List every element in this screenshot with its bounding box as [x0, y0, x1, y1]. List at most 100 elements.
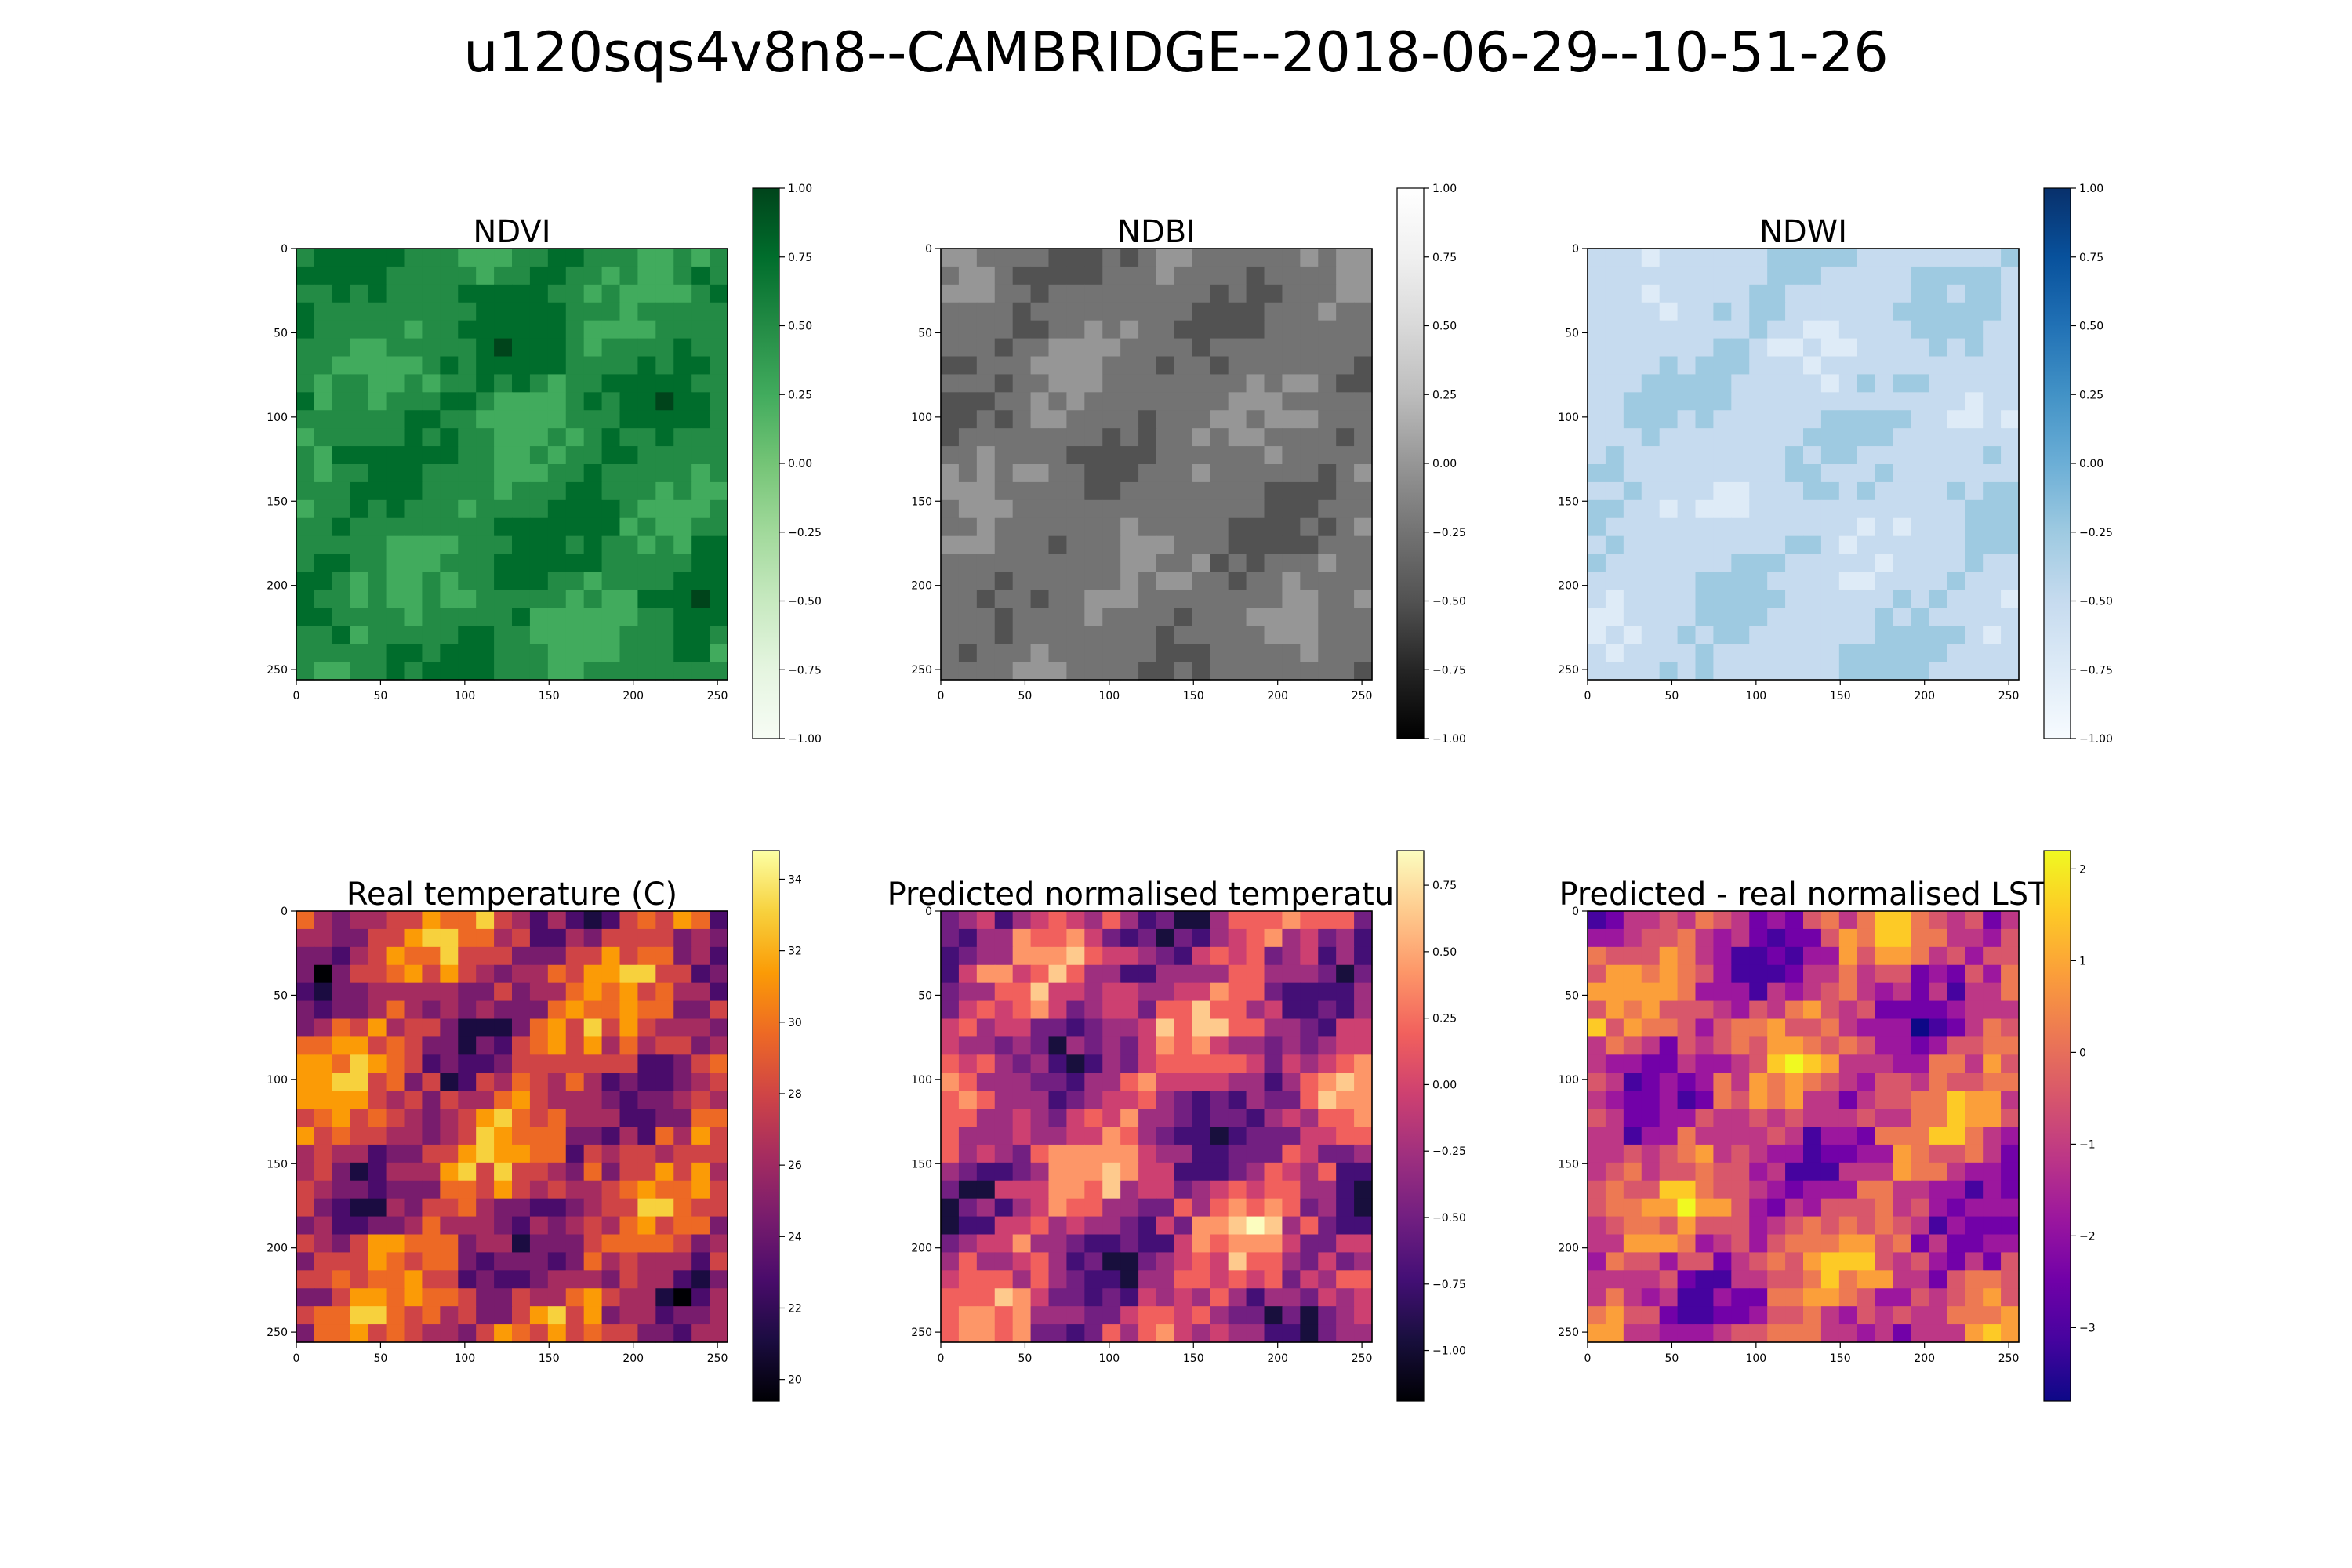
- heatmap-cell: [547, 1288, 567, 1307]
- heatmap-cell: [1156, 499, 1175, 519]
- heatmap-cell: [673, 1270, 692, 1289]
- heatmap-cell: [1623, 644, 1642, 662]
- heatmap-cell: [565, 535, 585, 555]
- heatmap-cell: [529, 1288, 549, 1307]
- heatmap-cell: [1120, 1000, 1139, 1020]
- heatmap-cell: [1731, 1198, 1750, 1218]
- heatmap-cell: [1929, 284, 1947, 303]
- heatmap-cell: [710, 428, 728, 447]
- heatmap-cell: [1983, 1306, 2002, 1325]
- heatmap-cell: [1731, 1127, 1750, 1145]
- heatmap-cell: [1641, 608, 1661, 626]
- heatmap-cell: [1066, 1036, 1085, 1055]
- heatmap-cell: [1659, 1091, 1679, 1109]
- heatmap-cell: [440, 249, 459, 267]
- heatmap-cell: [458, 481, 477, 501]
- heatmap-cell: [332, 1306, 351, 1325]
- heatmap-cell: [1120, 517, 1139, 537]
- heatmap-cell: [296, 946, 315, 966]
- heatmap-cell: [1659, 1180, 1679, 1200]
- heatmap-cell: [529, 1144, 549, 1163]
- heatmap-cell: [1929, 1018, 1947, 1038]
- heatmap-cell: [1623, 517, 1642, 537]
- heatmap-cell: [1820, 1234, 1840, 1254]
- heatmap-cell: [941, 1036, 960, 1055]
- heatmap-cell: [1838, 320, 1858, 339]
- heatmap-cell: [1875, 374, 1894, 393]
- heatmap-cell: [1084, 1036, 1103, 1055]
- heatmap-cell: [1336, 320, 1355, 339]
- heatmap-cell: [619, 590, 639, 608]
- heatmap-cell: [512, 1252, 531, 1271]
- y-tick-label: 50: [918, 327, 932, 339]
- heatmap-cell: [655, 928, 674, 948]
- heatmap-cell: [2001, 608, 2020, 626]
- heatmap-cell: [1695, 1324, 1715, 1343]
- heatmap-cell: [1120, 446, 1139, 465]
- heatmap-cell: [1588, 982, 1606, 1002]
- heatmap-cell: [1641, 964, 1661, 984]
- heatmap-cell: [1749, 608, 1768, 626]
- heatmap-cell: [691, 338, 710, 358]
- heatmap-cell: [1875, 1054, 1894, 1073]
- heatmap-cell: [1282, 284, 1301, 303]
- heatmap-cell: [1282, 1018, 1301, 1038]
- heatmap-cell: [941, 266, 960, 285]
- heatmap-cell: [1246, 1180, 1265, 1200]
- heatmap-cell: [637, 356, 656, 376]
- heatmap-cell: [1264, 590, 1283, 608]
- heatmap-cell: [1713, 302, 1732, 321]
- heatmap-cell: [1947, 1198, 1965, 1218]
- heatmap-cell: [1120, 338, 1139, 358]
- heatmap-cell: [1048, 626, 1068, 644]
- x-tick-label: 0: [938, 690, 945, 702]
- heatmap-cell: [1102, 320, 1121, 339]
- heatmap-cell: [1605, 1091, 1624, 1109]
- heatmap-cell: [1318, 1252, 1337, 1271]
- heatmap-cell: [1228, 1018, 1247, 1038]
- heatmap-cell: [1282, 1252, 1301, 1271]
- heatmap-cell: [958, 284, 978, 303]
- heatmap-cell: [1354, 1054, 1373, 1073]
- heatmap-cell: [1677, 517, 1697, 537]
- heatmap-cell: [1156, 662, 1175, 681]
- heatmap-cell: [1659, 374, 1679, 393]
- heatmap-cell: [1911, 572, 1930, 591]
- heatmap-cell: [386, 249, 405, 267]
- heatmap-cell: [1947, 644, 1965, 662]
- colorbar-tick-label: −0.50: [2079, 596, 2113, 608]
- heatmap-cell: [332, 554, 351, 573]
- heatmap-cell: [1820, 1054, 1840, 1073]
- heatmap-cell: [1731, 1306, 1750, 1325]
- heatmap-cell: [1857, 320, 1876, 339]
- heatmap-cell: [1102, 982, 1121, 1002]
- colorbar-tick-label: 26: [788, 1160, 802, 1172]
- heatmap-cell: [440, 1288, 459, 1307]
- heatmap-cell: [1965, 1252, 1984, 1271]
- heatmap-cell: [440, 911, 459, 930]
- heatmap-cell: [296, 320, 315, 339]
- heatmap-cell: [710, 1252, 728, 1271]
- heatmap-cell: [1354, 1127, 1373, 1145]
- heatmap-cell: [2001, 446, 2020, 465]
- heatmap-cell: [404, 1000, 423, 1020]
- colorbar-tick-label: 0: [2079, 1047, 2086, 1059]
- heatmap-cell: [994, 517, 1014, 537]
- heatmap-cell: [494, 1018, 513, 1038]
- heatmap-cell: [404, 644, 423, 662]
- heatmap-cell: [1156, 1054, 1175, 1073]
- heatmap-cell: [529, 554, 549, 573]
- heatmap-cell: [1102, 964, 1121, 984]
- heatmap-cell: [1605, 1144, 1624, 1163]
- heatmap-cell: [1174, 1000, 1193, 1020]
- heatmap-cell: [1785, 284, 1804, 303]
- heatmap-cell: [1048, 1018, 1068, 1038]
- heatmap-cell: [1749, 356, 1768, 376]
- heatmap-cell: [1210, 1288, 1229, 1307]
- y-tick-label: 150: [1558, 495, 1579, 508]
- heatmap-cell: [1138, 302, 1157, 321]
- heatmap-cell: [1084, 1144, 1103, 1163]
- heatmap-cell: [601, 608, 621, 626]
- heatmap-cell: [368, 1324, 387, 1343]
- heatmap-cell: [1120, 1018, 1139, 1038]
